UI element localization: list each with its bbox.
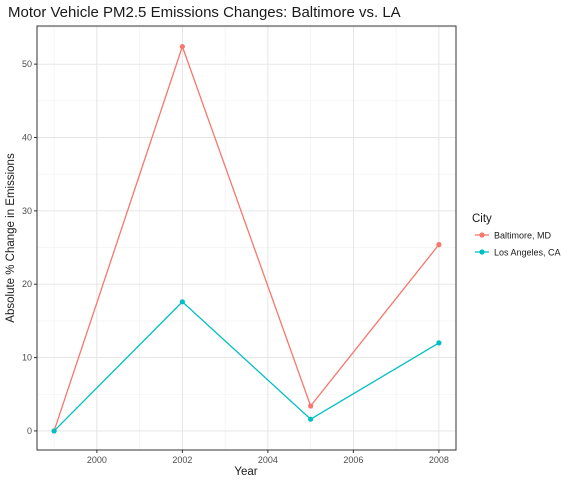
y-tick-label: 0 xyxy=(27,426,32,436)
series-lines xyxy=(53,44,440,432)
x-tick-label: 2000 xyxy=(87,455,107,465)
legend-label-baltimore-md: Baltimore, MD xyxy=(494,231,552,241)
y-tick-label: 20 xyxy=(22,279,32,289)
x-axis-title: Year xyxy=(234,466,257,478)
plot-border xyxy=(36,25,457,451)
x-tick-label: 2002 xyxy=(172,455,192,465)
legend-label-los-angeles-ca: Los Angeles, CA xyxy=(494,248,561,258)
x-tick-label: 2006 xyxy=(343,455,363,465)
data-point-los-angeles-ca xyxy=(51,428,57,434)
x-tick-label: 2008 xyxy=(429,455,449,465)
grid-major-lines xyxy=(37,26,456,450)
y-tick-label: 10 xyxy=(22,353,32,363)
data-point-baltimore-md xyxy=(179,43,185,50)
series-line-baltimore-md xyxy=(53,44,440,432)
grid-minor-lines xyxy=(37,26,456,450)
data-point-los-angeles-ca xyxy=(308,416,314,422)
plot-panel xyxy=(36,25,457,451)
data-point-los-angeles-ca xyxy=(179,299,185,305)
data-point-baltimore-md xyxy=(436,242,442,248)
chart-title: Motor Vehicle PM2.5 Emissions Changes: B… xyxy=(8,4,401,21)
legend-key-point-baltimore-md xyxy=(479,232,485,238)
series-line-los-angeles-ca xyxy=(53,300,440,432)
y-axis-title: Absolute % Change in Emissions xyxy=(5,153,17,323)
x-tick-label: 2004 xyxy=(258,455,278,465)
series-points xyxy=(51,43,442,434)
y-axis-ticks: 0 10 20 30 40 50 xyxy=(22,59,37,436)
x-axis-ticks: 2000 2002 2004 2006 2008 xyxy=(87,450,449,465)
y-tick-label: 40 xyxy=(22,133,32,143)
data-point-los-angeles-ca xyxy=(436,340,442,346)
legend: City Baltimore, MD Los Angeles, CA xyxy=(472,213,561,258)
legend-title: City xyxy=(472,213,492,225)
y-tick-label: 50 xyxy=(22,59,32,69)
legend-key-point-los-angeles-ca xyxy=(479,249,485,255)
y-tick-label: 30 xyxy=(22,206,32,216)
data-point-baltimore-md xyxy=(308,403,314,409)
